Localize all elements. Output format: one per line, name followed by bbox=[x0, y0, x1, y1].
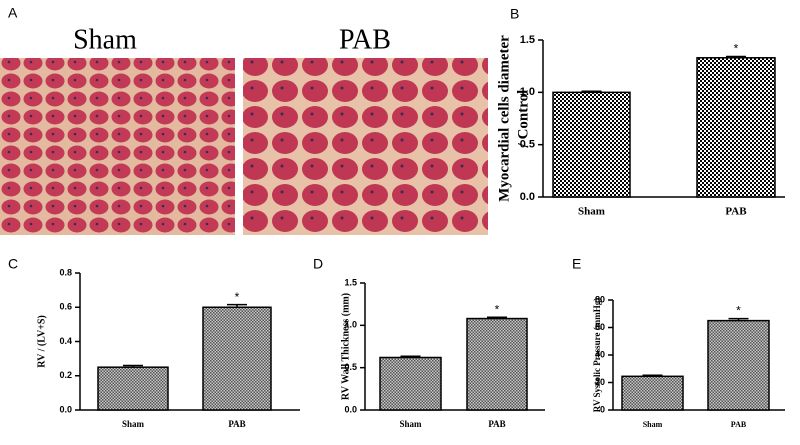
error-bar bbox=[581, 90, 602, 93]
error-bar bbox=[123, 364, 143, 368]
error-bar bbox=[728, 317, 749, 321]
bar bbox=[202, 306, 272, 411]
x-tick-label: Sham bbox=[122, 419, 145, 429]
x-tick-label: PAB bbox=[228, 419, 245, 429]
x-tick-label: Sham bbox=[399, 419, 422, 429]
x-tick-label: PAB bbox=[731, 420, 747, 429]
y-tick-label: 0 bbox=[600, 404, 605, 414]
y-axis-label: RV Systolic Pressure (mmHg) bbox=[592, 298, 602, 412]
significance-mark: * bbox=[235, 290, 240, 304]
y-tick-label: 60 bbox=[595, 322, 605, 332]
y-axis-label: RV / (LV+S) bbox=[36, 315, 47, 368]
error-bar bbox=[227, 303, 247, 308]
panel-label: E bbox=[572, 256, 581, 272]
bar bbox=[466, 317, 528, 411]
x-tick-label: PAB bbox=[725, 206, 747, 218]
y-tick-label: 1.5 bbox=[520, 34, 535, 46]
significance-mark: * bbox=[495, 302, 500, 316]
bar bbox=[97, 366, 169, 411]
error-bar bbox=[726, 55, 746, 58]
error-bar bbox=[642, 374, 663, 377]
y-tick-label: 0.8 bbox=[59, 267, 72, 277]
y-tick-label: 0.5 bbox=[344, 362, 357, 372]
significance-mark: * bbox=[734, 42, 739, 56]
bar bbox=[379, 356, 442, 411]
x-tick-label: Sham bbox=[578, 206, 605, 218]
y-tick-label: 1.0 bbox=[344, 320, 357, 330]
error-bar bbox=[400, 355, 421, 358]
y-axis-label: / Control bbox=[515, 90, 531, 149]
y-tick-label: 80 bbox=[595, 294, 605, 304]
y-axis-label: Myocardial cells diameter bbox=[496, 35, 512, 202]
y-tick-label: 0.5 bbox=[520, 139, 535, 151]
y-tick-label: 0.0 bbox=[344, 404, 357, 414]
error-bar bbox=[487, 316, 507, 319]
image-title: PAB bbox=[339, 24, 391, 55]
panel-label: C bbox=[8, 256, 18, 272]
bar bbox=[707, 319, 770, 411]
y-tick-label: 1.5 bbox=[344, 277, 357, 287]
y-tick-label: 0.2 bbox=[59, 370, 72, 380]
significance-mark: * bbox=[736, 304, 741, 318]
y-tick-label: 0.0 bbox=[520, 191, 535, 203]
histology-image bbox=[243, 58, 488, 235]
x-tick-label: Sham bbox=[643, 420, 663, 429]
panel-label: B bbox=[510, 6, 519, 22]
y-tick-label: 0.4 bbox=[59, 336, 72, 346]
x-tick-label: PAB bbox=[488, 419, 505, 429]
y-tick-label: 1.0 bbox=[520, 86, 535, 98]
bar bbox=[696, 57, 776, 198]
bar bbox=[621, 375, 684, 411]
y-tick-label: 0.0 bbox=[59, 404, 72, 414]
histology-image bbox=[0, 58, 235, 235]
image-title: Sham bbox=[73, 24, 137, 55]
panel-label: A bbox=[8, 5, 18, 21]
y-axis-label: RV Wall Thickness (mm) bbox=[340, 293, 351, 400]
bar bbox=[552, 91, 631, 198]
y-tick-label: 0.6 bbox=[59, 302, 72, 312]
panel-label: D bbox=[313, 256, 323, 272]
y-tick-label: 40 bbox=[595, 349, 605, 359]
y-tick-label: 20 bbox=[595, 377, 605, 387]
